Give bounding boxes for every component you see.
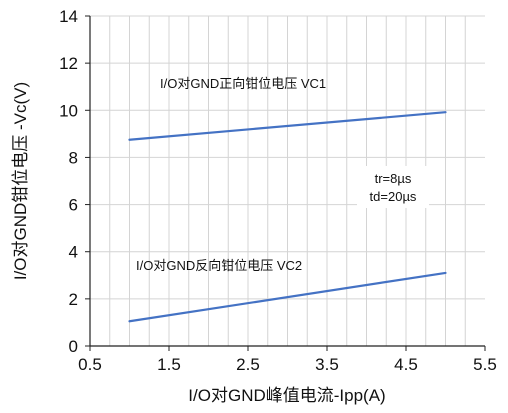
x-axis-title: I/O对GND峰值电流-Ipp(A) [188, 386, 385, 405]
x-tick-label: 5.5 [473, 355, 497, 374]
x-tick-label: 2.5 [236, 355, 260, 374]
y-tick-label: 6 [69, 196, 78, 215]
y-tick-label: 0 [69, 337, 78, 356]
series-lines [128, 111, 447, 323]
x-tick-label: 3.5 [315, 355, 339, 374]
y-tick-label: 12 [59, 54, 78, 73]
tick-labels: 0.5 1.5 2.5 3.5 4.5 5.5 0 2 4 6 8 10 12 14 [59, 7, 497, 374]
annotation-box [357, 166, 429, 208]
series-label-vc1: I/O对GND正向钳位电压 VC1 [160, 76, 326, 91]
y-axis-title: I/O对GND钳位电压 -Vc(V) [11, 82, 30, 280]
y-tick-label: 4 [69, 243, 78, 262]
y-tick-label: 2 [69, 290, 78, 309]
series-line-vc1 [128, 111, 447, 141]
annotation-tr: tr=8µs [375, 171, 412, 186]
x-tick-label: 4.5 [394, 355, 418, 374]
series-line-vc2 [128, 271, 447, 323]
y-tick-label: 8 [69, 148, 78, 167]
axes [85, 15, 486, 351]
x-tick-label: 1.5 [157, 355, 181, 374]
series-label-vc2: I/O对GND反向钳位电压 VC2 [136, 258, 302, 273]
y-tick-label: 10 [59, 101, 78, 120]
annotation-td: td=20µs [370, 189, 417, 204]
y-tick-label: 14 [59, 7, 78, 26]
x-tick-label: 0.5 [78, 355, 102, 374]
